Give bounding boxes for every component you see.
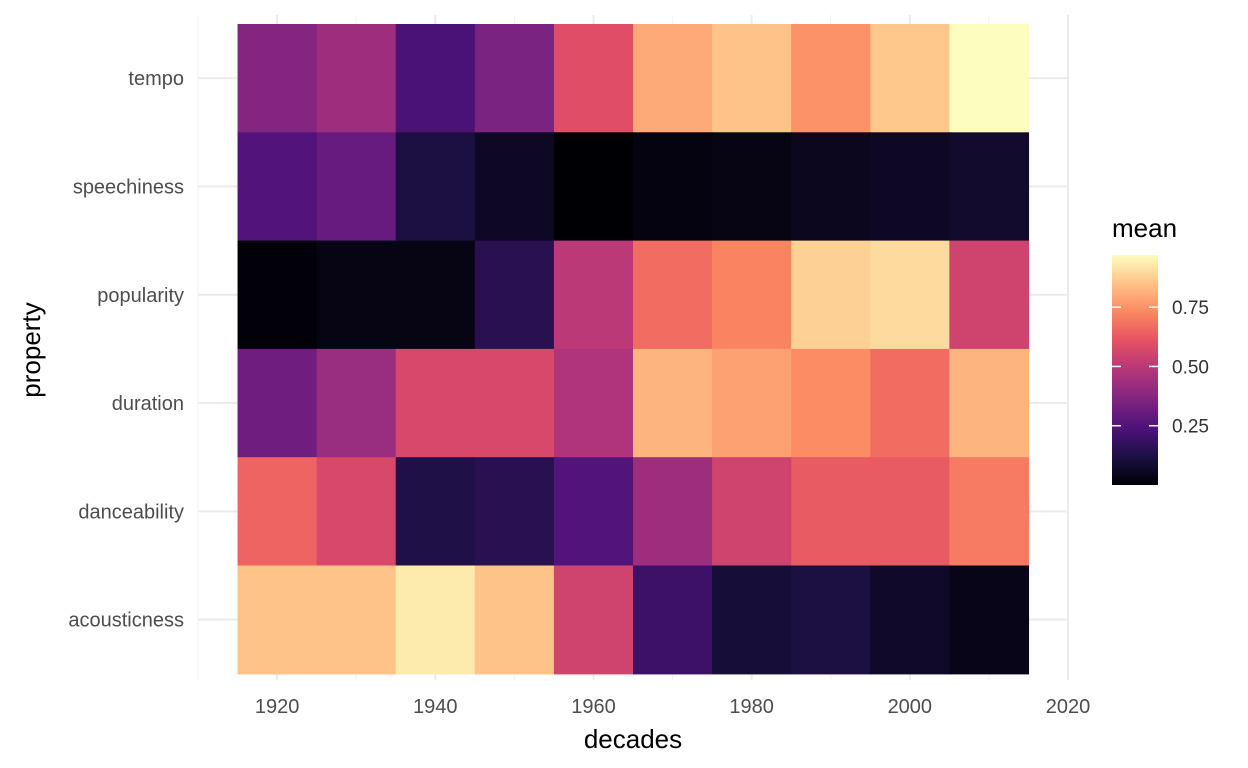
cell-danceability-1980 <box>712 457 792 567</box>
cell-speechiness-1980 <box>712 132 792 242</box>
x-tick-label: 1920 <box>255 696 300 718</box>
cell-tempo-1940 <box>395 24 476 133</box>
legend-ticks: 0.25 0.50 0.75 <box>1112 298 1209 438</box>
cell-duration-1930 <box>316 348 397 458</box>
heatmap-cells <box>237 24 1030 675</box>
x-axis-title: decades <box>584 724 682 754</box>
legend-title: mean <box>1112 213 1177 243</box>
cell-popularity-1970 <box>633 240 713 350</box>
cell-popularity-2010 <box>949 240 1030 350</box>
cell-danceability-1930 <box>316 457 397 567</box>
cell-popularity-1940 <box>395 240 476 350</box>
cell-acousticness-1950 <box>474 565 555 675</box>
cell-danceability-1950 <box>474 457 555 567</box>
y-axis-title: property <box>16 302 46 397</box>
cell-popularity-2000 <box>870 240 950 350</box>
cell-acousticness-1990 <box>791 565 871 675</box>
cell-speechiness-1920 <box>237 132 318 242</box>
cell-duration-1950 <box>474 348 555 458</box>
cell-speechiness-1970 <box>633 132 713 242</box>
cell-duration-1920 <box>237 348 318 458</box>
x-tick-label: 1940 <box>413 696 458 718</box>
cell-duration-1970 <box>633 348 713 458</box>
cell-speechiness-2010 <box>949 132 1030 242</box>
y-tick-label: danceability <box>78 501 184 523</box>
cell-danceability-1940 <box>395 457 476 567</box>
cell-speechiness-1990 <box>791 132 871 242</box>
cell-acousticness-1960 <box>553 565 634 675</box>
y-tick-label: speechiness <box>73 176 184 198</box>
cell-popularity-1990 <box>791 240 871 350</box>
cell-danceability-1920 <box>237 457 318 567</box>
y-tick-label: tempo <box>128 68 184 90</box>
cell-tempo-1960 <box>553 24 634 133</box>
x-axis-ticks: 1920 1940 1960 1980 2000 2020 <box>255 696 1090 718</box>
cell-duration-2000 <box>870 348 950 458</box>
cell-duration-2010 <box>949 348 1030 458</box>
cell-duration-1980 <box>712 348 792 458</box>
cell-acousticness-1930 <box>316 565 397 675</box>
cell-tempo-2000 <box>870 24 950 133</box>
legend-tick-label: 0.75 <box>1172 298 1209 319</box>
cell-popularity-1930 <box>316 240 397 350</box>
cell-tempo-1950 <box>474 24 555 133</box>
x-tick-label: 1980 <box>729 696 774 718</box>
cell-danceability-2010 <box>949 457 1030 567</box>
cell-tempo-1970 <box>633 24 713 133</box>
cell-danceability-2000 <box>870 457 950 567</box>
y-axis-ticks: tempo speechiness popularity duration dancea… <box>68 68 184 632</box>
cell-tempo-1930 <box>316 24 397 133</box>
y-tick-label: duration <box>112 393 184 415</box>
cell-duration-1990 <box>791 348 871 458</box>
cell-acousticness-2000 <box>870 565 950 675</box>
cell-acousticness-1940 <box>395 565 476 675</box>
cell-speechiness-1960 <box>553 132 634 242</box>
cell-tempo-1980 <box>712 24 792 133</box>
cell-duration-1960 <box>553 348 634 458</box>
cell-danceability-1970 <box>633 457 713 567</box>
cell-tempo-2010 <box>949 24 1030 133</box>
x-tick-label: 1960 <box>571 696 616 718</box>
cell-danceability-1960 <box>553 457 634 567</box>
legend-colorbar <box>1112 255 1158 485</box>
y-tick-label: popularity <box>97 285 184 307</box>
cell-popularity-1960 <box>553 240 634 350</box>
cell-acousticness-1920 <box>237 565 318 675</box>
legend-tick-label: 0.25 <box>1172 417 1209 438</box>
cell-speechiness-1940 <box>395 132 476 242</box>
y-tick-label: acousticness <box>68 610 184 632</box>
cell-acousticness-1970 <box>633 565 713 675</box>
cell-tempo-1990 <box>791 24 871 133</box>
cell-speechiness-1950 <box>474 132 555 242</box>
x-tick-label: 2000 <box>888 696 933 718</box>
cell-duration-1940 <box>395 348 476 458</box>
cell-popularity-1950 <box>474 240 555 350</box>
cell-acousticness-2010 <box>949 565 1030 675</box>
cell-speechiness-2000 <box>870 132 950 242</box>
cell-danceability-1990 <box>791 457 871 567</box>
legend-tick-label: 0.50 <box>1172 357 1209 378</box>
cell-popularity-1980 <box>712 240 792 350</box>
cell-tempo-1920 <box>237 24 318 133</box>
cell-acousticness-1980 <box>712 565 792 675</box>
cell-speechiness-1930 <box>316 132 397 242</box>
color-legend: mean 0.25 0.50 0.75 <box>1112 213 1209 485</box>
x-tick-label: 2020 <box>1046 696 1091 718</box>
cell-popularity-1920 <box>237 240 318 350</box>
